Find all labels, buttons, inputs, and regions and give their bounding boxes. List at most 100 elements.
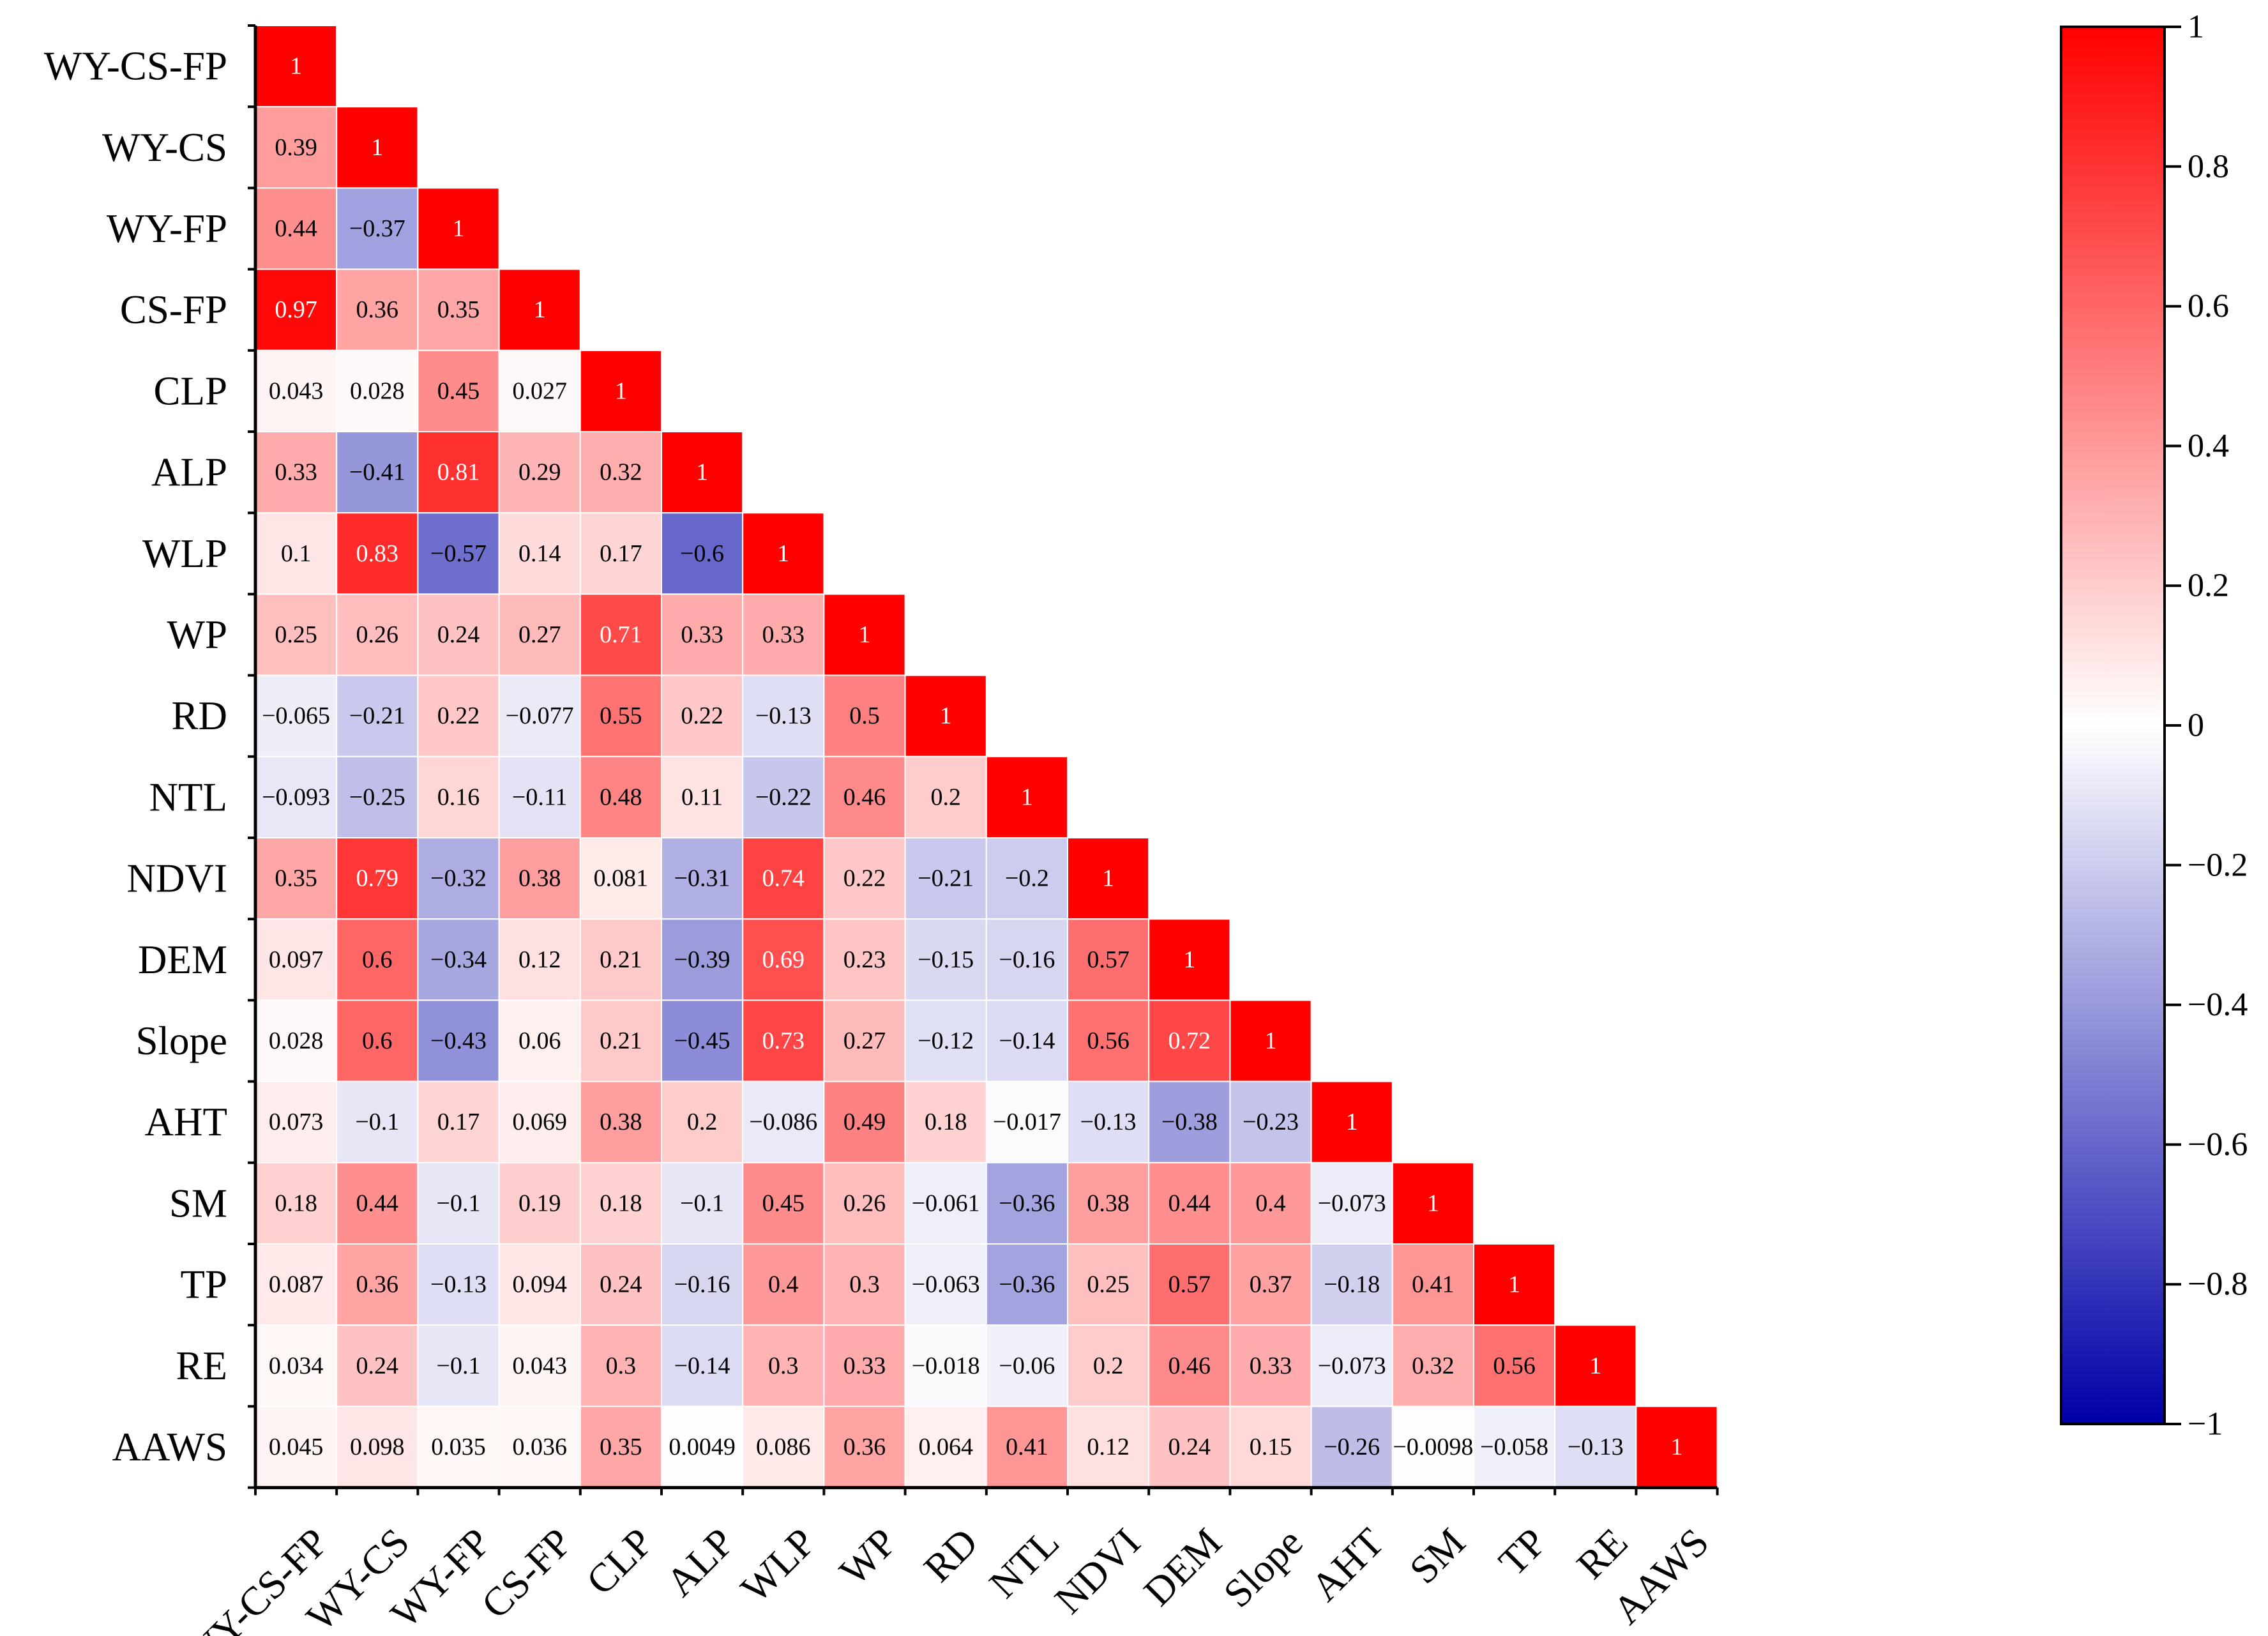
cell-value-label: 1	[940, 702, 952, 729]
heatmap-cell-RD-WY-CS	[336, 674, 419, 757]
heatmap-cell-NTL-CLP	[579, 755, 662, 839]
row-label-DEM: DEM	[138, 937, 227, 982]
cell-value-label: 0.49	[843, 1109, 886, 1135]
colorbar-tick-label: 0.8	[2188, 148, 2229, 185]
cell-value-label: 0.45	[762, 1190, 805, 1216]
heatmap-cell-WLP-WY-CS	[336, 512, 419, 595]
heatmap-cell-NDVI-NDVI	[1067, 837, 1150, 920]
heatmap-cell-ALP-CS-FP	[498, 431, 581, 514]
cell-value-label: −0.093	[262, 784, 330, 810]
cell-value-label: 1	[696, 459, 708, 486]
colorbar-tick-label: −0.6	[2188, 1126, 2248, 1163]
heatmap-cell-WLP-WLP	[742, 512, 825, 595]
cell-value-label: −0.38	[1161, 1109, 1218, 1135]
heatmap-cell-RE-ALP	[661, 1324, 744, 1407]
cell-value-label: 0.034	[269, 1352, 324, 1379]
heatmap-cell-WY-CS-WY-CS	[336, 106, 419, 189]
heatmap-cell-SM-NTL	[985, 1162, 1069, 1245]
heatmap-cell-NTL-WY-CS	[336, 755, 419, 839]
cell-value-label: 1	[1183, 946, 1195, 973]
cell-value-label: 0.18	[925, 1109, 967, 1135]
heatmap-cell-CLP-CS-FP	[498, 349, 581, 432]
heatmap-cell-DEM-NTL	[985, 918, 1069, 1001]
cell-value-label: −0.077	[506, 702, 574, 729]
cell-value-label: −0.14	[999, 1027, 1055, 1054]
heatmap-cell-WP-WY-CS-FP	[255, 593, 338, 676]
cell-value-label: 0.24	[600, 1271, 642, 1298]
heatmap-cell-AHT-CLP	[579, 1080, 662, 1163]
cell-value-label: −0.13	[1080, 1109, 1137, 1135]
cell-value-label: −0.2	[1005, 865, 1049, 892]
cell-value-label: 0.035	[431, 1434, 486, 1460]
heatmap-cell-RD-WLP	[742, 674, 825, 757]
heatmap-cell-SM-WP	[823, 1162, 906, 1245]
cell-value-label: −0.017	[993, 1109, 1061, 1135]
cell-value-label: −0.1	[437, 1190, 481, 1216]
cell-value-label: 1	[1671, 1434, 1683, 1460]
row-label-RE: RE	[176, 1344, 227, 1388]
cell-value-label: 0.44	[1168, 1190, 1211, 1216]
heatmap-cell-Slope-WLP	[742, 999, 825, 1082]
column-label-ALP: ALP	[658, 1520, 743, 1605]
heatmap-cells: 1 0.39 1 0.44 −0.37 1 0.97 0.36 0.35 1 0.043 0.028 0…	[255, 25, 1718, 1488]
heatmap-cell-TP-TP	[1473, 1243, 1556, 1326]
heatmap-cell-TP-WLP	[742, 1243, 825, 1326]
cell-value-label: 0.48	[600, 784, 642, 810]
cell-value-label: 0.11	[681, 784, 723, 810]
cell-value-label: 0.35	[437, 296, 480, 323]
column-label-RD: RD	[915, 1520, 986, 1591]
heatmap-cell-ALP-ALP	[661, 431, 744, 514]
column-label-WP: WP	[831, 1520, 905, 1594]
cell-value-label: 0.38	[1087, 1190, 1130, 1216]
heatmap-cell-RE-WY-CS	[336, 1324, 419, 1407]
colorbar-tick-label: 1	[2188, 9, 2204, 45]
cell-value-label: 0.25	[1087, 1271, 1130, 1298]
cell-value-label: 0.36	[843, 1434, 886, 1460]
heatmap-cell-TP-SM	[1391, 1243, 1475, 1326]
cell-value-label: 1	[1508, 1271, 1520, 1298]
cell-value-label: −0.21	[349, 702, 405, 729]
cell-value-label: 0.81	[437, 459, 480, 486]
column-label-Slope: Slope	[1215, 1520, 1312, 1616]
cell-value-label: −0.06	[999, 1352, 1055, 1379]
heatmap-cell-WY-CS-WY-CS-FP	[255, 106, 338, 189]
row-label-RD: RD	[171, 693, 227, 738]
heatmap-cell-SM-CLP	[579, 1162, 662, 1245]
heatmap-cell-AHT-ALP	[661, 1080, 744, 1163]
cell-value-label: 0.24	[356, 1352, 399, 1379]
cell-value-label: −0.39	[674, 946, 730, 973]
heatmap-cell-DEM-WY-CS	[336, 918, 419, 1001]
cell-value-label: 0.33	[681, 621, 723, 648]
cell-value-label: 0.19	[518, 1190, 561, 1216]
cell-value-label: −0.15	[918, 946, 974, 973]
cell-value-label: 0.26	[356, 621, 399, 648]
cell-value-label: 0.29	[518, 459, 561, 486]
heatmap-cell-TP-AHT	[1310, 1243, 1393, 1326]
cell-value-label: −0.23	[1243, 1109, 1299, 1135]
cell-value-label: 0.35	[600, 1434, 642, 1460]
heatmap-cell-DEM-WY-FP	[417, 918, 500, 1001]
cell-value-label: 0.83	[356, 540, 399, 567]
cell-value-label: −0.073	[1318, 1190, 1386, 1216]
heatmap-cell-NTL-ALP	[661, 755, 744, 839]
cell-value-label: 0.045	[269, 1434, 324, 1460]
cell-value-label: 0.23	[843, 946, 886, 973]
colorbar-tick-label: −1	[2188, 1406, 2223, 1443]
cell-value-label: 0.33	[1250, 1352, 1292, 1379]
heatmap-cell-WY-FP-WY-FP	[417, 187, 500, 270]
cell-value-label: −0.13	[430, 1271, 487, 1298]
cell-value-label: −0.43	[430, 1027, 487, 1054]
cell-value-label: −0.26	[1324, 1434, 1380, 1460]
colorbar-tick-label: −0.8	[2188, 1266, 2248, 1303]
cell-value-label: 0.1	[281, 540, 312, 567]
heatmap-cell-NDVI-RD	[904, 837, 987, 920]
cell-value-label: 0.21	[600, 946, 642, 973]
heatmap-cell-RD-CS-FP	[498, 674, 581, 757]
heatmap-cell-Slope-NTL	[985, 999, 1069, 1082]
heatmap-cell-ALP-CLP	[579, 431, 662, 514]
heatmap-cell-CS-FP-CS-FP	[498, 268, 581, 351]
cell-value-label: −0.41	[349, 459, 405, 486]
cell-value-label: 0.27	[518, 621, 561, 648]
cell-value-label: 1	[615, 377, 627, 404]
